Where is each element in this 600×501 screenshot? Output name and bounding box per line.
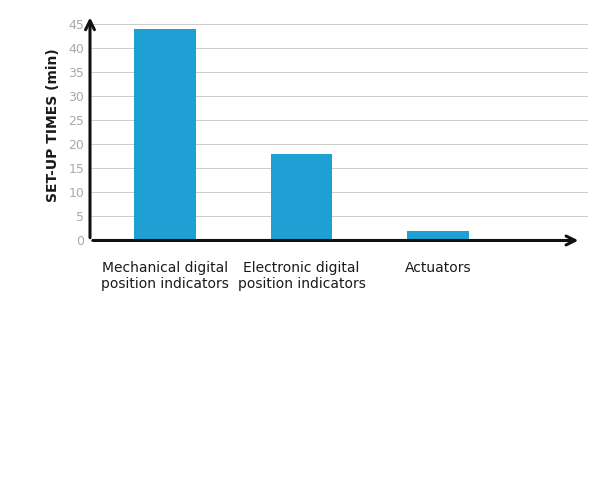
Bar (407, 231, 469, 240)
Bar (271, 154, 332, 240)
Y-axis label: SET-UP TIMES (min): SET-UP TIMES (min) (46, 49, 60, 202)
Text: Electronic digital
position indicators: Electronic digital position indicators (238, 261, 365, 291)
Bar (134, 29, 196, 240)
Text: Mechanical digital
position indicators: Mechanical digital position indicators (101, 261, 229, 291)
Text: Actuators: Actuators (404, 261, 471, 275)
